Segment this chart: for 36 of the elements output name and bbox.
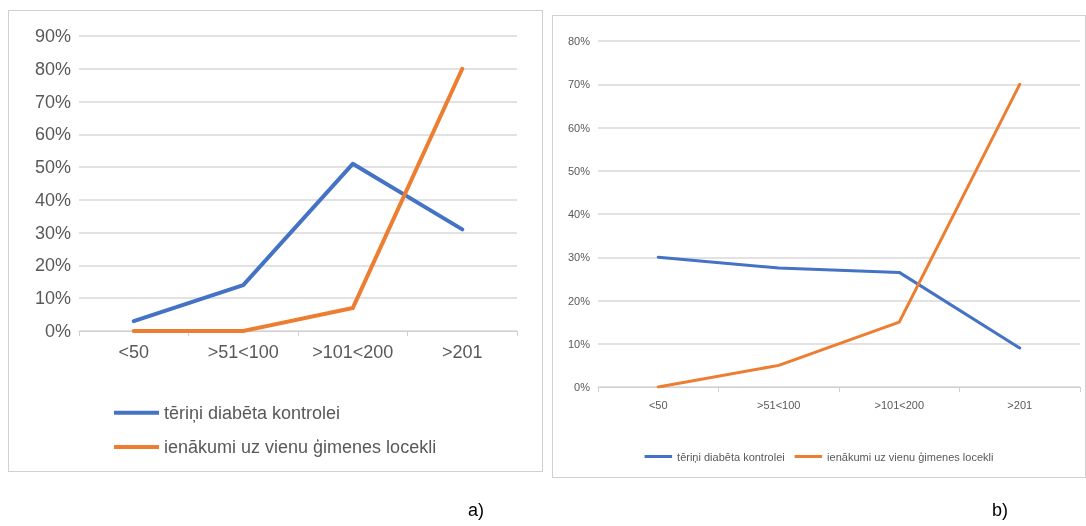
y-tick-label: 30% bbox=[34, 222, 71, 243]
x-tick-label: <50 bbox=[648, 398, 668, 411]
x-tick-label: >101<200 bbox=[874, 398, 925, 411]
y-tick-label: 20% bbox=[567, 294, 591, 307]
x-tick-label: >101<200 bbox=[312, 342, 394, 362]
legend-label: ienākumi uz vienu ģimenes locekli bbox=[164, 437, 437, 457]
y-tick-label: 60% bbox=[567, 121, 591, 134]
y-tick-label: 0% bbox=[574, 381, 591, 393]
y-tick-label: 50% bbox=[34, 157, 71, 178]
text: b) bbox=[992, 500, 1009, 521]
line-series bbox=[656, 255, 1022, 350]
line-series bbox=[656, 82, 1022, 389]
y-tick-label: 20% bbox=[34, 255, 71, 276]
legend-label: tēriņi diabēta kontrolei bbox=[677, 450, 785, 463]
y-tick-label: 70% bbox=[34, 91, 71, 112]
y-tick-label: 10% bbox=[34, 288, 71, 309]
legend-label: tēriņi diabēta kontrolei bbox=[164, 402, 341, 423]
x-tick-label: >51<100 bbox=[207, 342, 279, 362]
y-tick-label: 40% bbox=[34, 189, 71, 210]
y-tick-label: 0% bbox=[44, 321, 71, 341]
y-tick-label: 50% bbox=[567, 164, 591, 177]
x-tick-label: >201 bbox=[1007, 398, 1033, 411]
x-tick-label: >201 bbox=[441, 342, 483, 362]
y-tick-label: 70% bbox=[567, 78, 591, 91]
y-tick-label: 80% bbox=[34, 58, 71, 79]
text: a) bbox=[468, 500, 485, 521]
legend-label: ienākumi uz vienu ģimenes locekli bbox=[827, 450, 994, 463]
y-tick-label: 10% bbox=[567, 337, 591, 350]
y-tick-label: 30% bbox=[567, 251, 591, 264]
x-tick-label: <50 bbox=[118, 342, 150, 362]
y-tick-label: 60% bbox=[34, 124, 71, 145]
x-tick-label: >51<100 bbox=[757, 398, 801, 411]
line-series bbox=[131, 161, 465, 324]
y-tick-label: 80% bbox=[567, 35, 591, 47]
y-tick-label: 40% bbox=[567, 208, 591, 220]
y-tick-label: 90% bbox=[34, 26, 71, 46]
